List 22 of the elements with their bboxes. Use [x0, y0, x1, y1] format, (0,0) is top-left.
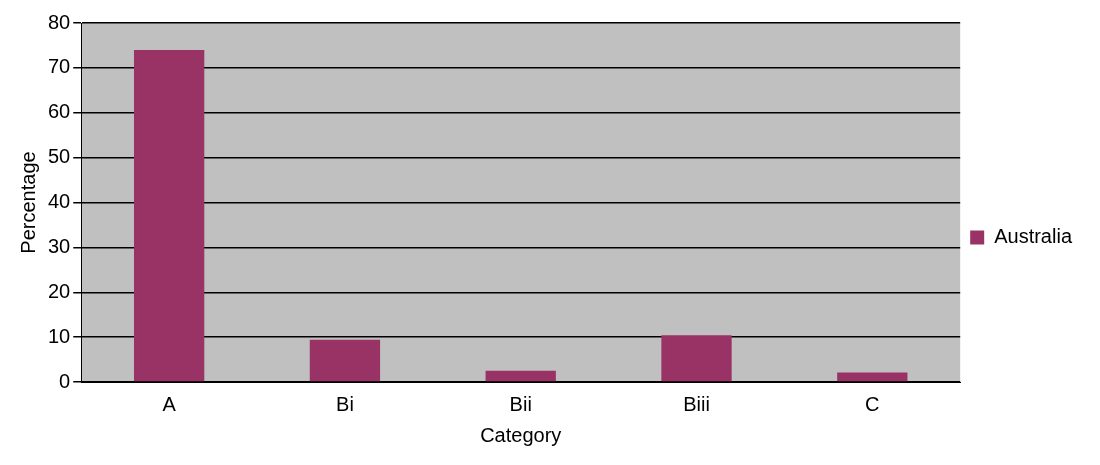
y-tick-label: 80	[48, 10, 71, 33]
bar	[837, 372, 908, 382]
y-axis-title: Percentage	[16, 151, 39, 254]
y-tick-label: 40	[48, 190, 71, 213]
x-tick-label: C	[865, 392, 880, 415]
y-tick-label: 60	[48, 100, 71, 123]
y-tick-label: 20	[48, 279, 71, 302]
bar	[133, 49, 205, 382]
bar	[485, 370, 556, 382]
x-tick-label: Bii	[509, 392, 532, 415]
bar	[309, 339, 381, 382]
x-tick-label: A	[162, 392, 177, 415]
x-tick-label: Bi	[336, 392, 354, 415]
y-tick-label: 0	[59, 369, 71, 392]
y-tick-label: 50	[48, 145, 71, 168]
y-tick-label: 70	[48, 55, 71, 78]
y-tick-label: 10	[48, 324, 71, 347]
x-tick-label: Biii	[683, 392, 710, 415]
x-axis-title: Category	[480, 423, 562, 446]
bar	[661, 335, 732, 382]
y-tick-label: 30	[48, 234, 71, 257]
legend-label: Australia	[994, 225, 1073, 248]
